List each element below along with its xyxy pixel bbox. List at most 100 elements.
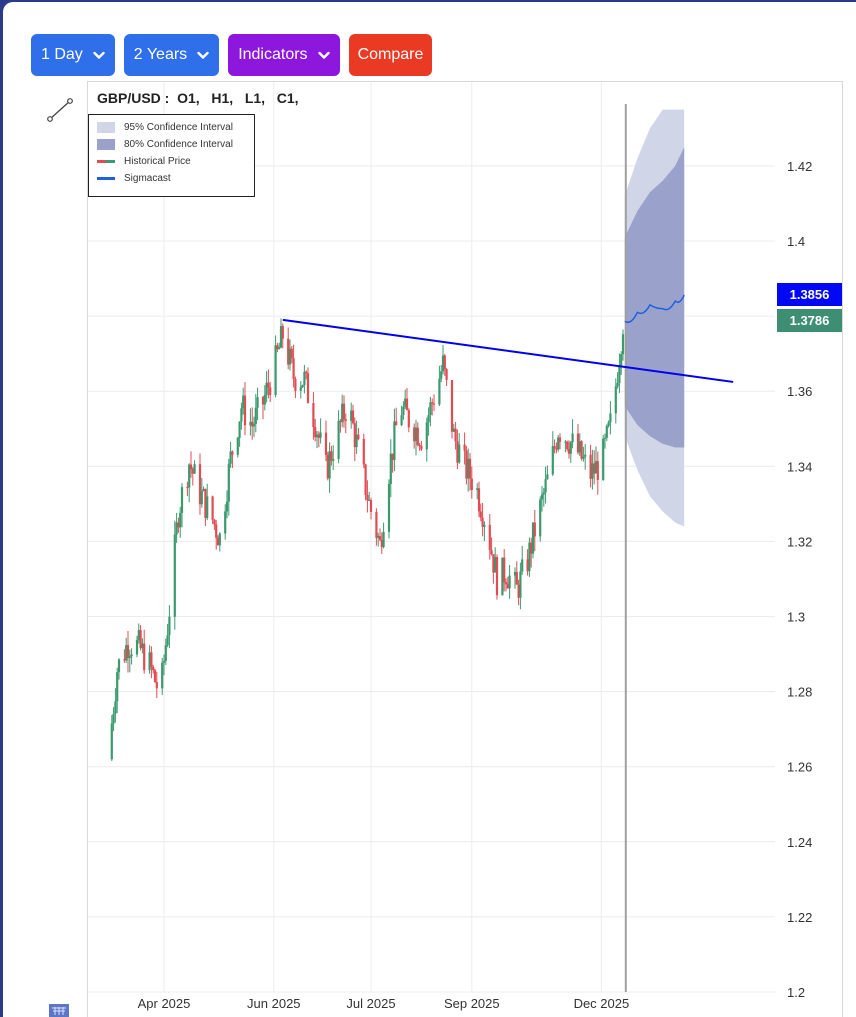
candle-body [544,479,547,493]
candle-body [413,427,416,442]
candle-body [609,413,612,423]
candle-body [305,371,308,374]
candle-body [306,373,310,404]
candle-body [582,456,585,459]
candle-body [202,488,205,491]
candle-body [215,524,218,538]
y-tick-label: 1.28 [787,685,812,700]
candle-body [432,403,436,405]
candle-body [438,378,441,405]
candle-body [576,433,580,453]
candle-body [117,659,121,673]
candle-body [492,554,495,573]
candle-body [324,432,328,455]
interval-dropdown[interactable]: 1 Day [31,34,115,76]
candle-body [355,434,358,448]
candle-body [139,630,142,649]
candle-body [490,550,493,555]
candle-body [602,438,605,480]
chart-legend: 95% Confidence Interval 80% Confidence I… [88,114,255,197]
candle-body [326,454,329,479]
candle-body [162,660,166,663]
candle-body [164,645,167,661]
candle-body [557,437,560,450]
candle-body [531,522,535,554]
candle-body [177,522,180,528]
trendline-tool-icon[interactable] [46,96,74,124]
trendline [282,318,734,383]
candle-body [179,512,182,528]
legend-item-historical: Historical Price [97,156,191,167]
candle-body [387,483,391,532]
candle-body [265,382,268,395]
candle-body [603,437,607,439]
candle-body [341,403,344,423]
candle-body [269,387,272,396]
candle-body [315,434,319,438]
basket-icon[interactable] [48,1003,70,1017]
candle-body [155,682,158,689]
candle-body [166,635,169,646]
candle-body [350,410,353,421]
candle-body [206,496,209,518]
candle-body [620,354,623,366]
candle-body [150,652,153,667]
candle-body [351,410,355,424]
range-dropdown[interactable]: 2 Years [123,34,220,76]
candle-body [380,539,383,548]
candle-body [569,442,572,454]
indicators-dropdown[interactable]: Indicators [228,34,340,76]
legend-label-ci95: 95% Confidence Interval [124,122,233,133]
candle-body [339,420,342,423]
candle-body [317,434,320,438]
candle-body [402,406,405,416]
candle-body [128,656,131,658]
legend-item-ci80: 80% Confidence Interval [97,139,233,150]
candle-body [168,616,171,636]
candle-body [467,458,470,479]
compare-button[interactable]: Compare [348,34,433,76]
candle-body [249,421,252,426]
candle-body [368,499,371,501]
candle-body [429,402,432,416]
candle-body [389,453,392,484]
y-tick-label: 1.36 [787,384,812,399]
candle-body [452,428,455,432]
candle-body [378,535,382,540]
candle-body [494,557,497,573]
candle-body [607,422,610,426]
x-tick-label: Dec 2025 [574,996,630,1011]
candle-body [546,474,549,480]
y-tick-label: 1.2 [787,985,805,1000]
y-tick-label: 1.34 [787,459,812,474]
range-label: 2 Years [133,46,188,63]
candle-body [504,582,508,585]
candle-body [369,499,373,512]
candle-body [243,395,247,426]
candle-body [540,494,544,500]
candle-body [508,575,511,589]
candle-body [287,338,290,365]
candle-body [319,432,322,438]
candle-body [594,461,598,474]
candle-body [263,394,266,405]
candle-body [267,382,270,388]
candle-body [564,441,567,443]
candle-body [116,672,119,702]
candle-body [225,501,229,512]
candle-body [231,451,234,455]
candle-body [175,522,178,535]
candle-body [200,490,203,505]
candle-body [292,358,295,379]
candle-body [555,447,558,450]
candle-body [114,701,117,714]
candle-body [198,464,202,505]
candle-body [407,410,410,428]
candle-body [456,441,459,463]
ohlc-header: GBP/USD : O1, H1, L1, C1, [97,90,299,106]
candle-body [332,459,335,461]
candle-body [517,584,520,598]
candle-body [161,662,164,689]
candle-body [330,451,333,461]
